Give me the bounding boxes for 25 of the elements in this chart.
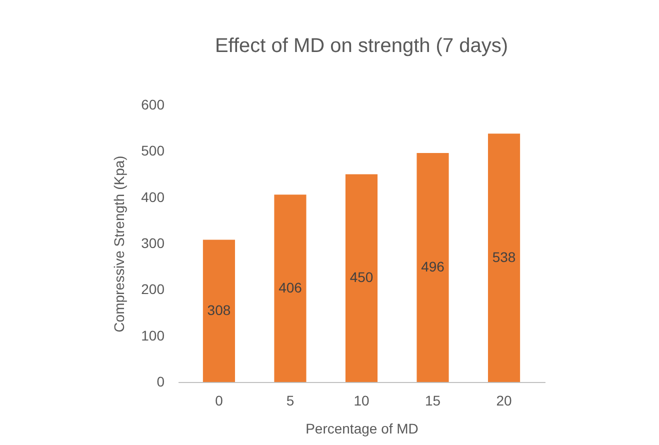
x-axis-title: Percentage of MD — [306, 420, 418, 436]
y-tick-label: 600 — [141, 96, 165, 112]
x-tick-label: 0 — [215, 392, 224, 408]
bar — [345, 174, 378, 382]
x-tick-label: 15 — [424, 392, 441, 408]
x-tick-label: 5 — [286, 392, 294, 408]
bar — [488, 134, 520, 382]
y-tick-label: 100 — [141, 327, 165, 344]
data-label: 406 — [278, 279, 302, 296]
bar — [274, 194, 306, 382]
data-label: 308 — [207, 302, 231, 318]
y-tick-label: 0 — [156, 374, 165, 390]
chart-title: Effect of MD on strength (7 days) — [214, 35, 508, 57]
y-axis-title: Compressive Strength (Kpa) — [111, 156, 128, 332]
data-label: 496 — [421, 258, 445, 275]
x-tick-label: 10 — [354, 392, 370, 408]
y-tick-label: 500 — [141, 142, 165, 159]
y-tick-label: 400 — [141, 188, 165, 205]
bar — [202, 240, 236, 382]
y-tick-label: 200 — [141, 281, 165, 298]
bar — [416, 153, 449, 382]
y-tick-label: 300 — [141, 235, 165, 251]
x-tick-label: 20 — [496, 392, 512, 408]
data-label: 450 — [350, 269, 374, 286]
data-label: 538 — [492, 248, 516, 265]
